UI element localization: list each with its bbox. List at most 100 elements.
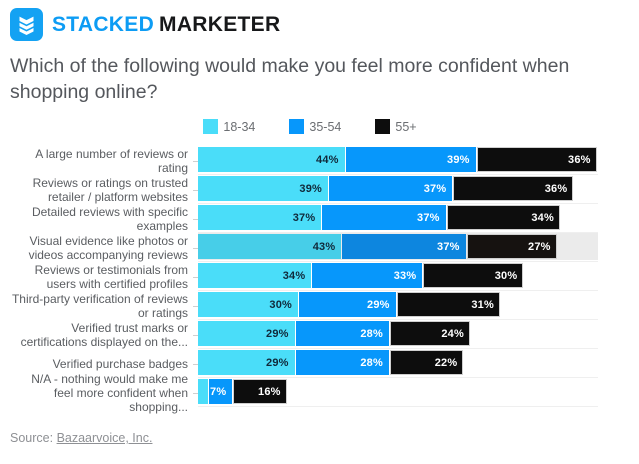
bar-segment-55+[interactable]: 31% <box>396 292 500 317</box>
bar-segment-35-54[interactable]: 7% <box>209 379 233 404</box>
legend-label-18-34: 18-34 <box>223 119 256 134</box>
chart-row: Reviews or testimonials from users with … <box>10 262 628 291</box>
bar-segment-35-54[interactable]: 37% <box>322 205 446 230</box>
row-category-label: Reviews or testimonials from users with … <box>34 262 188 291</box>
bar-segment-18-34[interactable]: 39% <box>198 176 328 201</box>
bar-segment-18-34[interactable] <box>198 379 208 404</box>
row-plot-area: 29% 28% 24% <box>198 320 598 349</box>
bar-segment-35-54[interactable]: 39% <box>345 147 476 172</box>
bar-segment-55+[interactable]: 34% <box>446 205 560 230</box>
bar-value-label: 43% <box>312 240 336 253</box>
row-category-label: A large number of reviews or rating <box>35 146 188 175</box>
legend-item-35-54: 35-54 <box>289 119 341 134</box>
bar-value-label: 33% <box>393 269 417 282</box>
bar-segment-18-34[interactable]: 34% <box>198 263 312 288</box>
row-plot-area: 39% 37% 36% <box>198 175 598 204</box>
brand-wordmark-marketer: MARKETER <box>159 12 281 36</box>
bar-value-label: 37% <box>292 211 316 224</box>
axis-tick <box>192 233 198 262</box>
bar-segment-35-54[interactable]: 29% <box>299 292 396 317</box>
row-category-label: N/A - nothing would make me feel more co… <box>31 371 188 414</box>
bar-value-label: 7% <box>210 385 227 398</box>
source-link[interactable]: Bazaarvoice, Inc. <box>56 431 153 445</box>
bar-segment-55+[interactable]: 30% <box>423 263 524 288</box>
bar-value-label: 44% <box>316 153 339 166</box>
axis-tick <box>192 204 198 233</box>
bar-value-label: 37% <box>437 240 460 253</box>
bar-segment-18-34[interactable]: 44% <box>198 147 345 172</box>
bar-segment-35-54[interactable]: 33% <box>312 263 423 288</box>
axis-tick <box>192 291 198 320</box>
bar-segment-35-54[interactable]: 37% <box>329 176 453 201</box>
brand-header: STACKED MARKETER <box>10 6 629 41</box>
chart-row: Verified purchase badges 29% 28% 22% <box>10 349 628 378</box>
chart-legend: 18-34 35-54 55+ <box>10 119 610 134</box>
bar-value-label: 28% <box>360 327 383 340</box>
bar-segment-55+[interactable]: 24% <box>389 321 470 346</box>
bar-value-label: 36% <box>544 182 568 195</box>
row-plot-area: 34% 33% 30% <box>198 262 598 291</box>
source-prefix: Source: <box>10 431 57 445</box>
bar-segment-55+[interactable]: 16% <box>233 379 287 404</box>
legend-swatch-55-plus <box>375 119 391 134</box>
legend-label-55-plus: 55+ <box>395 119 417 134</box>
source-note: Source: Bazaarvoice, Inc. <box>10 431 629 445</box>
chart-rows: A large number of reviews or rating 44% 39… <box>10 146 628 414</box>
chart-row: A large number of reviews or rating 44% 39… <box>10 146 628 175</box>
bar-value-label: 36% <box>568 153 591 166</box>
bar-segment-18-34[interactable]: 37% <box>198 205 322 230</box>
row-plot-area: 29% 28% 22% <box>198 349 598 378</box>
bar-value-label: 29% <box>367 298 390 311</box>
row-category-label: Detailed reviews with specific examples <box>31 204 188 233</box>
row-category-label: Visual evidence like photos or videos ac… <box>28 233 188 262</box>
bar-value-label: 30% <box>494 269 518 282</box>
legend-swatch-18-34 <box>203 119 219 134</box>
stacked-marketer-logo <box>10 8 43 41</box>
axis-tick <box>192 175 198 204</box>
bar-segment-55+[interactable]: 27% <box>466 234 557 259</box>
bar-segment-55+[interactable]: 22% <box>389 350 464 375</box>
bar-value-label: 22% <box>434 356 458 369</box>
chart-row: Third-party verification of reviews or r… <box>10 291 628 320</box>
bar-value-label: 27% <box>528 240 551 253</box>
chart-row: Visual evidence like photos or videos ac… <box>10 233 628 262</box>
bar-segment-35-54[interactable]: 28% <box>295 350 389 375</box>
bar-value-label: 30% <box>269 298 292 311</box>
row-category-label: Verified purchase badges <box>52 356 188 371</box>
bar-value-label: 31% <box>471 298 494 311</box>
brand-wordmark-stacked: STACKED <box>52 12 155 36</box>
brand-wordmark: STACKED MARKETER <box>52 13 280 37</box>
bar-value-label: 34% <box>282 269 306 282</box>
axis-tick <box>192 262 198 291</box>
bar-value-label: 39% <box>299 182 322 195</box>
bar-value-label: 16% <box>258 385 281 398</box>
row-plot-area: 30% 29% 31% <box>198 291 598 320</box>
bar-value-label: 28% <box>360 356 383 369</box>
bar-segment-35-54[interactable]: 28% <box>295 321 389 346</box>
chart-title: Which of the following would make you fe… <box>10 55 570 103</box>
bar-value-label: 29% <box>266 356 289 369</box>
row-plot-area: 37% 37% 34% <box>198 204 598 233</box>
row-category-label: Reviews or ratings on trusted retailer /… <box>32 175 188 204</box>
axis-tick <box>192 320 198 349</box>
bar-value-label: 34% <box>531 211 554 224</box>
bar-value-label: 24% <box>441 327 464 340</box>
bar-value-label: 37% <box>417 211 440 224</box>
legend-item-55-plus: 55+ <box>375 119 417 134</box>
bar-segment-18-34[interactable]: 29% <box>198 321 295 346</box>
bar-segment-18-34[interactable]: 43% <box>198 234 342 259</box>
legend-label-35-54: 35-54 <box>309 119 342 134</box>
bar-value-label: 37% <box>423 182 447 195</box>
row-category-label: Third-party verification of reviews or r… <box>11 291 188 320</box>
stacked-chevrons-icon <box>16 14 37 35</box>
bar-segment-55+[interactable]: 36% <box>453 176 574 201</box>
bar-value-label: 39% <box>447 153 470 166</box>
stacked-bar-chart: A large number of reviews or rating 44% 39… <box>10 146 628 414</box>
bar-value-label: 29% <box>266 327 289 340</box>
row-plot-area: 44% 39% 36% <box>198 146 598 175</box>
bar-segment-18-34[interactable]: 29% <box>198 350 295 375</box>
bar-segment-55+[interactable]: 36% <box>476 147 597 172</box>
bar-segment-18-34[interactable]: 30% <box>198 292 298 317</box>
bar-segment-35-54[interactable]: 37% <box>342 234 466 259</box>
